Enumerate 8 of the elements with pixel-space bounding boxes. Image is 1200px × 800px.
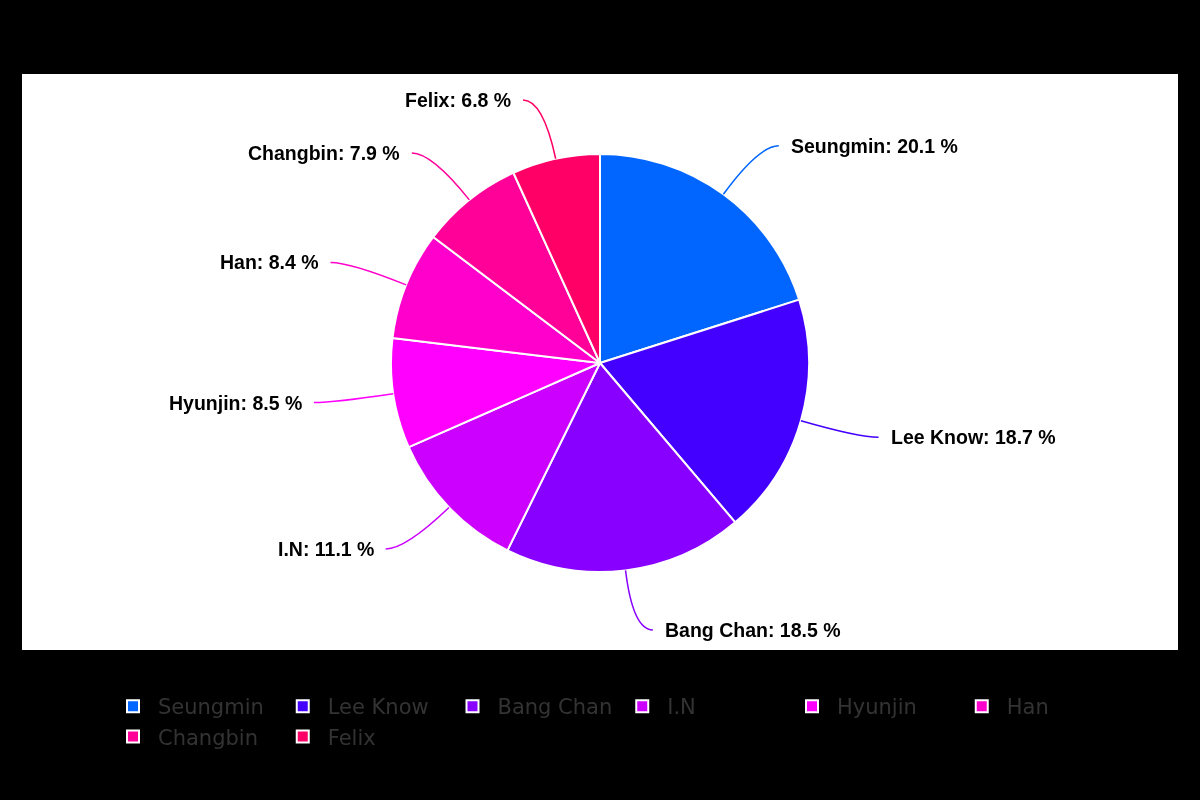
data-label: I.N: 11.1 %	[278, 538, 375, 560]
data-label: Changbin: 7.9 %	[248, 142, 400, 164]
data-label: Felix: 6.8 %	[405, 89, 512, 111]
data-label: Seungmin: 20.1 %	[791, 135, 958, 157]
data-label: Han: 8.4 %	[220, 251, 319, 273]
data-label: Hyunjin: 8.5 %	[169, 392, 303, 414]
data-label: Lee Know: 18.7 %	[891, 426, 1056, 448]
data-label: Bang Chan: 18.5 %	[665, 619, 841, 641]
